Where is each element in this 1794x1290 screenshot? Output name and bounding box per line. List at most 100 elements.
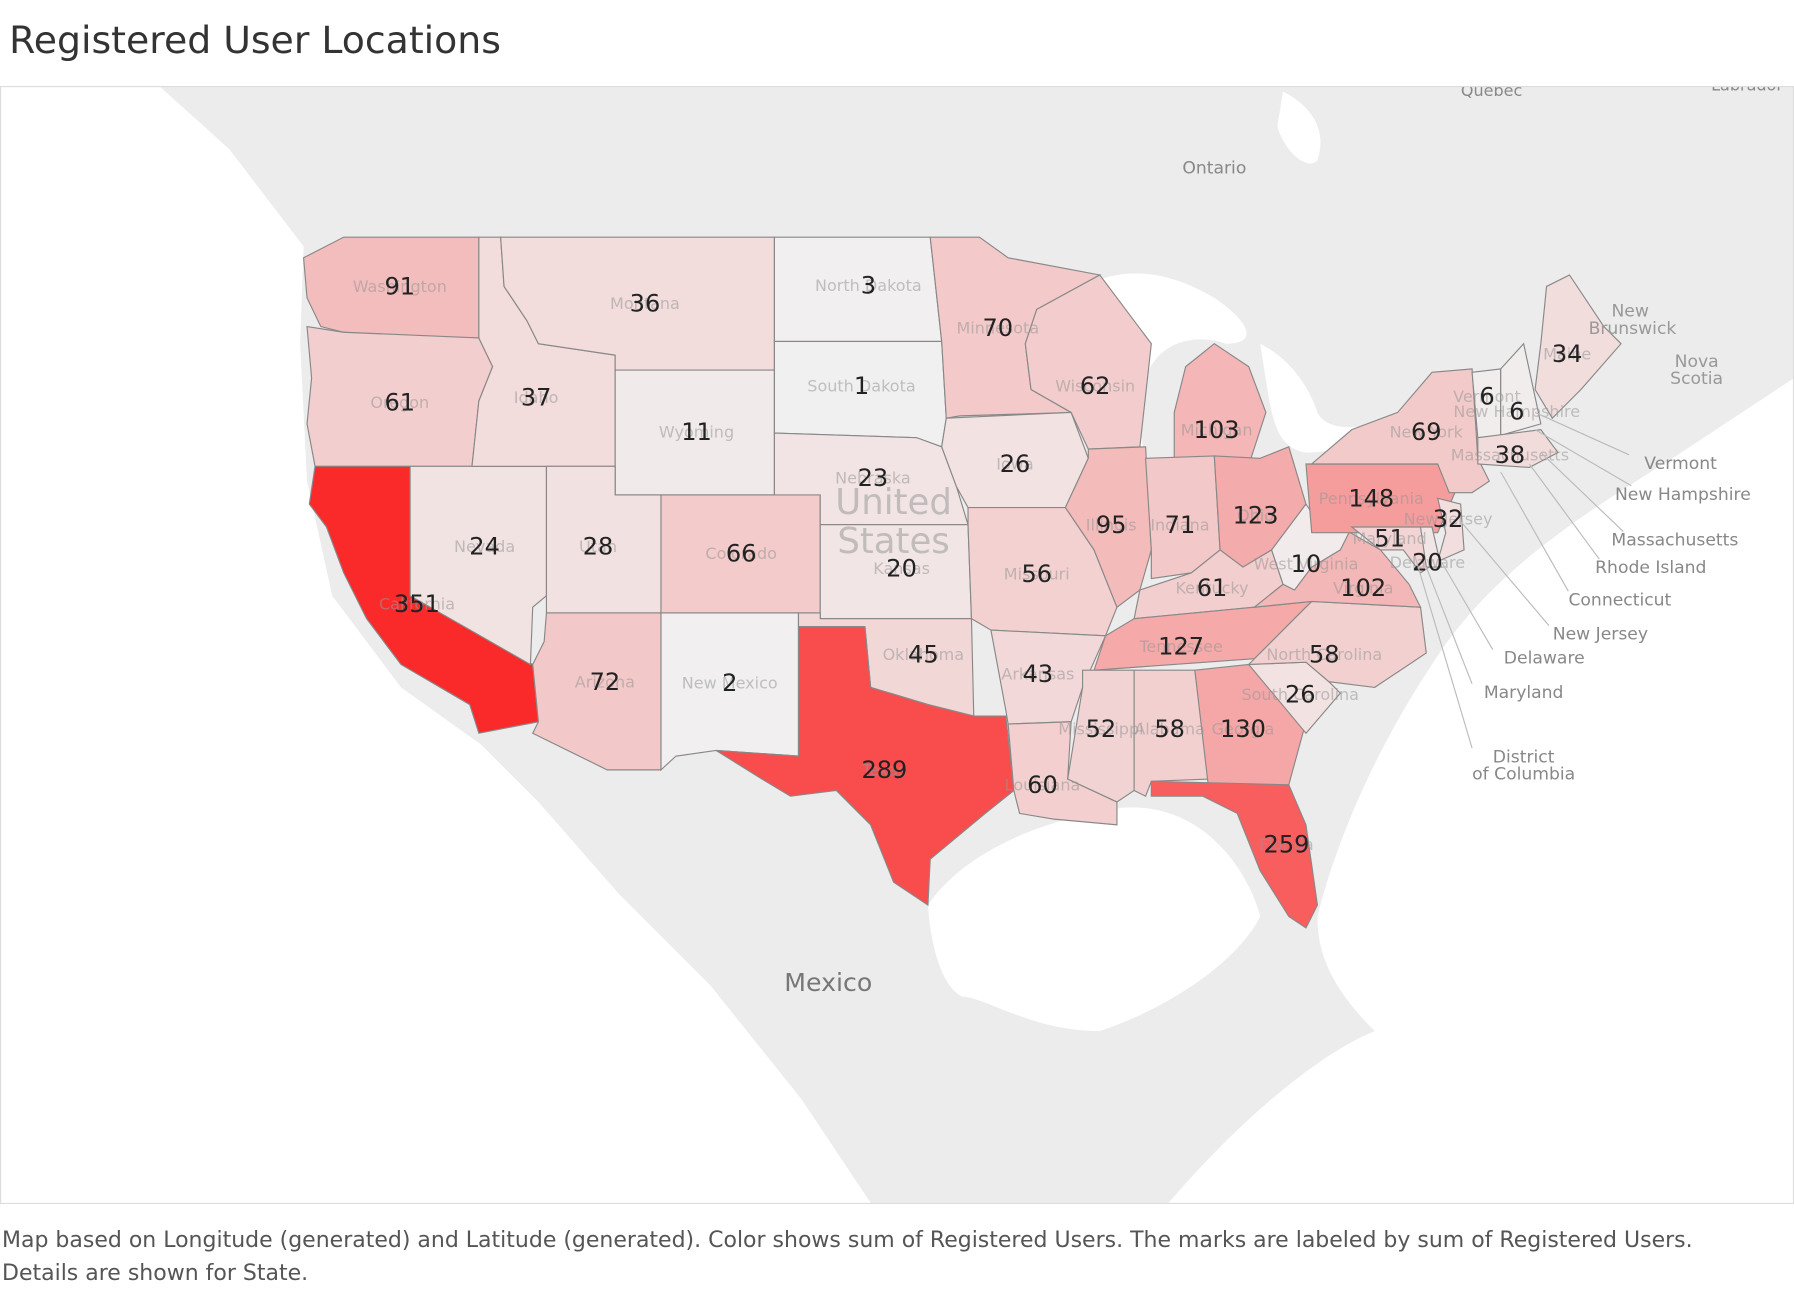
callout-line — [1528, 463, 1600, 560]
state-name: Kansas — [873, 559, 930, 578]
state-name: South Carolina — [1241, 685, 1359, 704]
state-name: Arizona — [575, 672, 635, 691]
gulf-of-mexico — [927, 807, 1261, 1032]
state — [1534, 274, 1622, 420]
state-name: Oregon — [370, 393, 429, 412]
atlantic-ocean — [1168, 378, 1793, 1203]
callout-label: District — [1493, 747, 1555, 767]
state-value: 351 — [394, 590, 440, 618]
state-value: 66 — [726, 539, 757, 567]
title: Registered User Locations — [9, 18, 501, 62]
state-name: Nevada — [454, 537, 515, 556]
state-name: Virginia — [1333, 578, 1393, 597]
state-value: 123 — [1233, 502, 1279, 530]
state-value: 36 — [630, 290, 661, 318]
state-value: 259 — [1264, 830, 1310, 858]
state-value: 60 — [1027, 771, 1058, 799]
state-value: 38 — [1495, 441, 1526, 469]
state-value: 58 — [1154, 715, 1185, 743]
state-name: Maine — [1543, 345, 1591, 364]
state-name: Oklahoma — [883, 645, 965, 664]
basemap: Washington91Oregon61California351Nevada2… — [1, 75, 1793, 1203]
state-value: 58 — [1309, 640, 1340, 668]
pacific-ocean — [1, 87, 871, 1203]
state-name: Vermont — [1453, 387, 1521, 406]
state-name: Michigan — [1181, 420, 1253, 439]
state-value: 72 — [590, 668, 621, 696]
state-name: Kentucky — [1175, 578, 1248, 597]
callout-line — [1414, 555, 1473, 749]
state-name: Nebraska — [835, 468, 911, 487]
state — [1150, 780, 1319, 929]
place-label: States — [837, 521, 949, 562]
state-value: 6 — [1509, 397, 1524, 425]
state-name: New Hampshire — [1453, 402, 1580, 421]
state-name: Florida — [1259, 835, 1313, 854]
state-value: 34 — [1552, 340, 1583, 368]
state — [1500, 342, 1542, 437]
state-name: Indiana — [1150, 515, 1209, 534]
state-name: Arkansas — [1001, 664, 1074, 683]
state-value: 62 — [1080, 372, 1111, 400]
state-name: Iowa — [996, 455, 1033, 474]
state-name: Colorado — [705, 544, 777, 563]
callout-line — [1534, 429, 1632, 487]
callout-line — [1425, 566, 1473, 685]
states — [302, 236, 1622, 929]
state-name: Delaware — [1390, 553, 1465, 572]
state-value: 61 — [385, 388, 416, 416]
state — [1007, 721, 1118, 826]
state-value: 91 — [385, 273, 416, 301]
callout-label: Maryland — [1484, 683, 1564, 703]
state-name: Massachusetts — [1451, 445, 1569, 464]
state-value: 28 — [583, 533, 614, 561]
state — [1419, 526, 1442, 568]
place-label: Labrador — [1711, 75, 1783, 94]
state-name: Maryland — [1352, 529, 1426, 548]
place-label: Scotia — [1670, 369, 1723, 389]
state-name: New York — [1390, 423, 1464, 442]
state-name: Missouri — [1004, 565, 1070, 584]
callout-label: Vermont — [1644, 454, 1717, 474]
state-value: 23 — [858, 464, 889, 492]
state-value: 70 — [983, 314, 1014, 342]
state-name: Tennessee — [1138, 637, 1222, 656]
state-name: Wyoming — [659, 423, 734, 442]
state-value: 37 — [521, 384, 552, 412]
state-value: 11 — [681, 418, 712, 446]
state-value: 289 — [861, 756, 907, 784]
state-value: 69 — [1411, 418, 1442, 446]
callout-label: Rhode Island — [1595, 558, 1706, 578]
state-value: 43 — [1023, 660, 1054, 688]
state — [715, 626, 1015, 907]
state — [1173, 342, 1267, 471]
state-name: New Mexico — [682, 673, 778, 692]
callout-label: Connecticut — [1568, 590, 1671, 610]
state-value: 20 — [886, 554, 917, 582]
state-value: 95 — [1096, 511, 1127, 539]
state-name: North Dakota — [815, 276, 922, 295]
state-value: 32 — [1433, 505, 1464, 533]
state-value: 24 — [469, 533, 500, 561]
state-value: 26 — [1000, 450, 1031, 478]
state-name: Utah — [579, 537, 617, 556]
callout-label: New Hampshire — [1615, 485, 1751, 505]
state-name: West Virginia — [1254, 554, 1359, 573]
place-label: New — [1611, 302, 1648, 322]
state-name: Ohio — [1237, 506, 1274, 525]
callout-label: of Columbia — [1472, 764, 1575, 784]
state-value: 61 — [1197, 574, 1228, 602]
callout-line — [1440, 561, 1494, 650]
state-name: Wisconsin — [1055, 377, 1135, 396]
state — [1436, 497, 1465, 563]
state-name: Pennsylvania — [1319, 489, 1424, 508]
callout-line — [1460, 520, 1550, 626]
state-value: 51 — [1374, 525, 1405, 553]
place-label: Nova — [1675, 352, 1719, 372]
place-label: Quebec — [1461, 81, 1522, 100]
state-name: North Carolina — [1266, 645, 1382, 664]
state-name: Illinois — [1086, 515, 1137, 534]
callout-line — [1540, 452, 1624, 532]
